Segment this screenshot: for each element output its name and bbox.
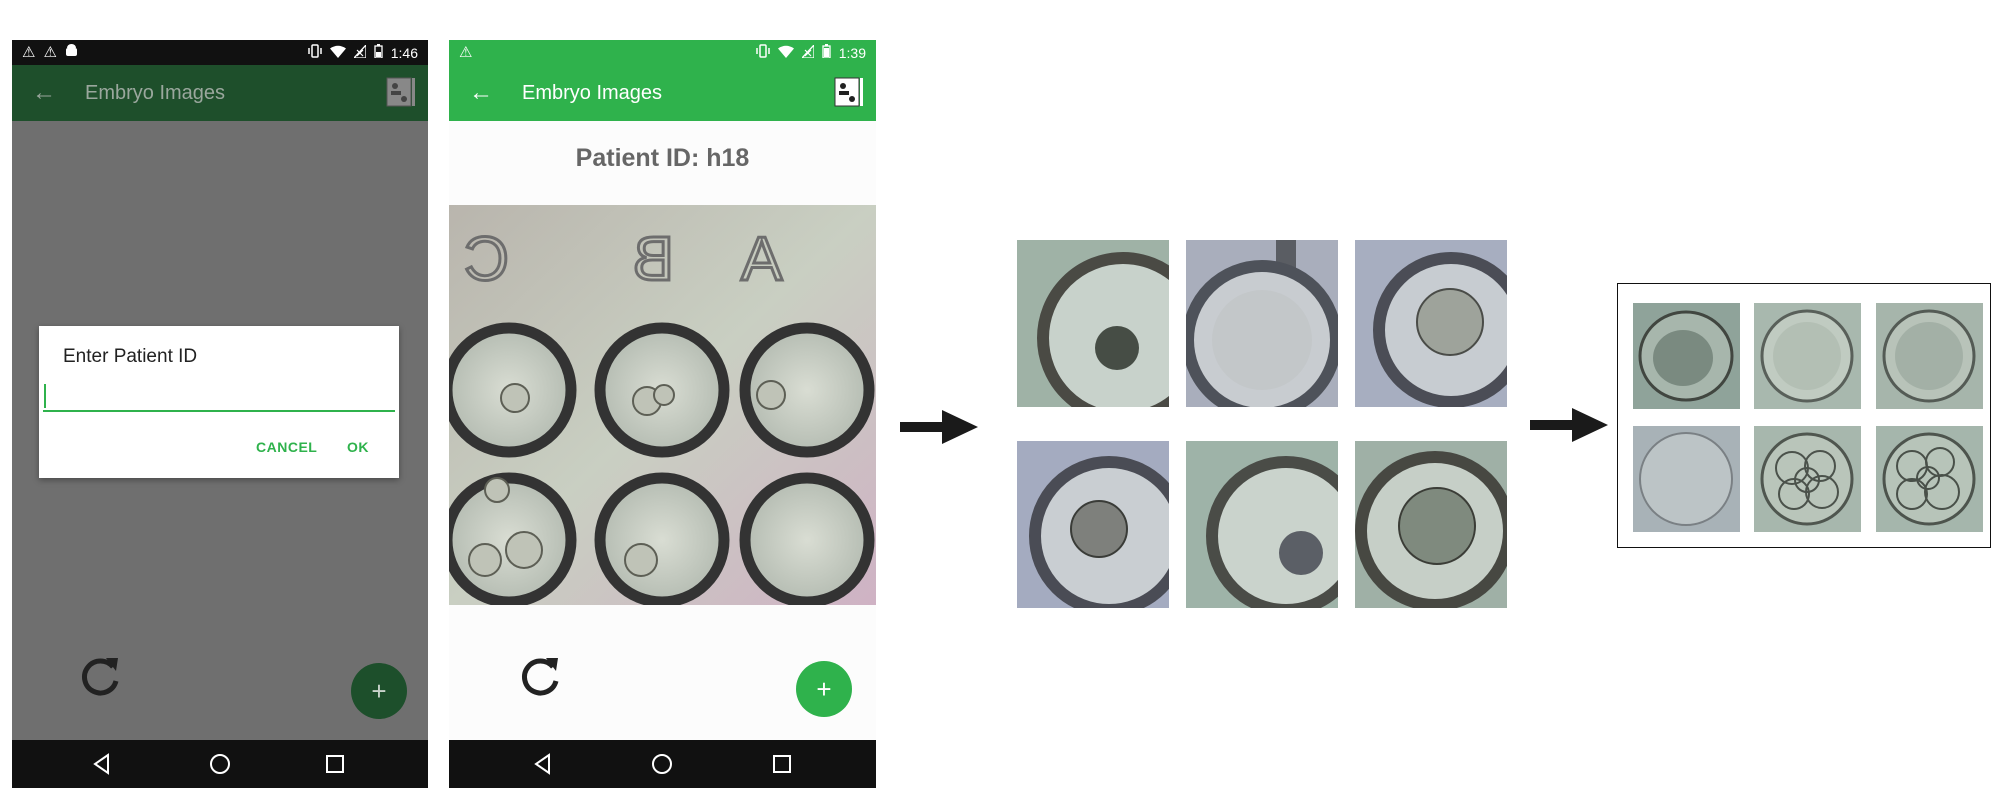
vibrate-icon [308,44,322,61]
dialog-title: Enter Patient ID [63,346,198,367]
navigation-bar [449,740,876,788]
app-bar: ← Embryo Images [449,65,876,121]
appbar-title: Embryo Images [85,82,226,104]
refresh-icon[interactable] [517,653,563,699]
embryo-result-panel [1617,283,1991,548]
add-icon: + [816,673,832,704]
wifi-icon [329,45,346,61]
wifi-icon [777,45,794,61]
svg-text:B: B [633,225,674,294]
status-bar: ⚠ ⚠ 1:46 [12,40,428,65]
right-arrow-icon [1530,408,1608,442]
nav-back-icon[interactable] [531,752,555,776]
add-button[interactable]: + [796,661,852,717]
status-time: 1:39 [838,44,866,61]
right-arrow-icon [900,410,978,444]
add-button[interactable]: + [351,663,407,719]
cropped-well-image [1017,240,1169,407]
signal-icon [800,42,815,61]
cropped-well-image [1186,441,1338,608]
svg-text:A: A [741,225,783,294]
phone-screen-embryo-images: ⚠ 1:39 ← Embryo Images Patient ID: h18 [449,40,876,788]
app-bar: ← Embryo Images [12,65,428,121]
nav-home-icon[interactable] [650,752,674,776]
patient-id-dialog: Enter Patient ID CANCEL OK [39,326,399,478]
android-icon [65,43,78,61]
microwell-image: C B A [449,205,876,605]
embryo-image [1633,426,1740,532]
app-logo-icon[interactable] [386,77,416,107]
back-arrow-icon[interactable]: ← [469,79,493,106]
battery-icon [822,44,831,61]
embryo-image [1876,303,1983,409]
refresh-icon[interactable] [77,653,123,699]
app-logo-icon[interactable] [834,77,864,107]
patient-id-label: Patient ID: h18 [575,144,750,172]
cropped-well-image [1017,441,1169,608]
embryo-image [1754,426,1861,532]
text-caret [44,384,46,408]
embryo-image [1633,303,1740,409]
warning-icon: ⚠ [459,44,473,61]
cropped-well-image [1186,240,1338,407]
warning-icon: ⚠ [43,44,57,61]
cropped-well-image [1355,441,1507,608]
status-time: 1:46 [390,44,418,61]
embryo-image [1754,303,1861,409]
back-arrow-icon[interactable]: ← [32,79,56,106]
embryo-image [1876,426,1983,532]
cropped-well-image [1355,240,1507,407]
nav-recents-icon[interactable] [323,752,347,776]
patient-id-input[interactable] [43,382,395,412]
svg-text:C: C [464,225,509,294]
nav-home-icon[interactable] [208,752,232,776]
nav-recents-icon[interactable] [770,752,794,776]
add-icon: + [371,675,387,706]
warning-icon: ⚠ [22,44,36,61]
vibrate-icon [756,44,770,61]
ok-button[interactable]: OK [347,439,369,455]
battery-icon [374,44,383,61]
phone-screen-patient-dialog: ⚠ ⚠ 1:46 ← Embryo Images [12,40,428,788]
cancel-button[interactable]: CANCEL [256,439,318,455]
nav-back-icon[interactable] [90,752,114,776]
navigation-bar [12,740,428,788]
status-bar: ⚠ 1:39 [449,40,876,65]
appbar-title: Embryo Images [522,82,663,104]
signal-icon [352,42,367,61]
